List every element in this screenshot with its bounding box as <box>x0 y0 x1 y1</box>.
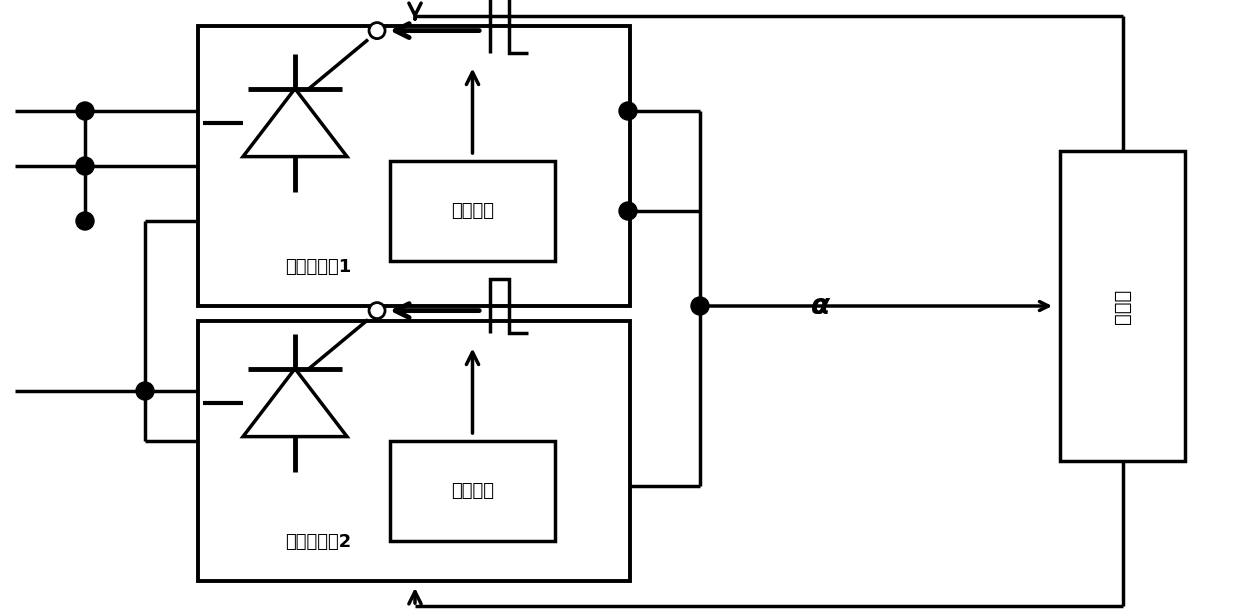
Circle shape <box>691 297 709 315</box>
Circle shape <box>619 202 637 220</box>
Text: 智能整流桥1: 智能整流桥1 <box>285 258 351 276</box>
Text: 脉冲生成: 脉冲生成 <box>451 202 494 220</box>
Bar <box>1060 151 1185 461</box>
Text: 脉冲生成: 脉冲生成 <box>451 482 494 500</box>
Bar <box>391 161 556 261</box>
Text: 控制器: 控制器 <box>1114 288 1132 323</box>
Circle shape <box>76 157 94 175</box>
Circle shape <box>370 302 386 318</box>
Circle shape <box>76 212 94 230</box>
Circle shape <box>136 382 154 400</box>
Bar <box>391 441 556 541</box>
Circle shape <box>370 23 386 39</box>
Circle shape <box>76 102 94 120</box>
Bar <box>198 26 630 306</box>
Circle shape <box>619 102 637 120</box>
Text: α: α <box>811 292 830 320</box>
Text: 智能整流桥2: 智能整流桥2 <box>285 533 351 551</box>
Bar <box>198 321 630 581</box>
